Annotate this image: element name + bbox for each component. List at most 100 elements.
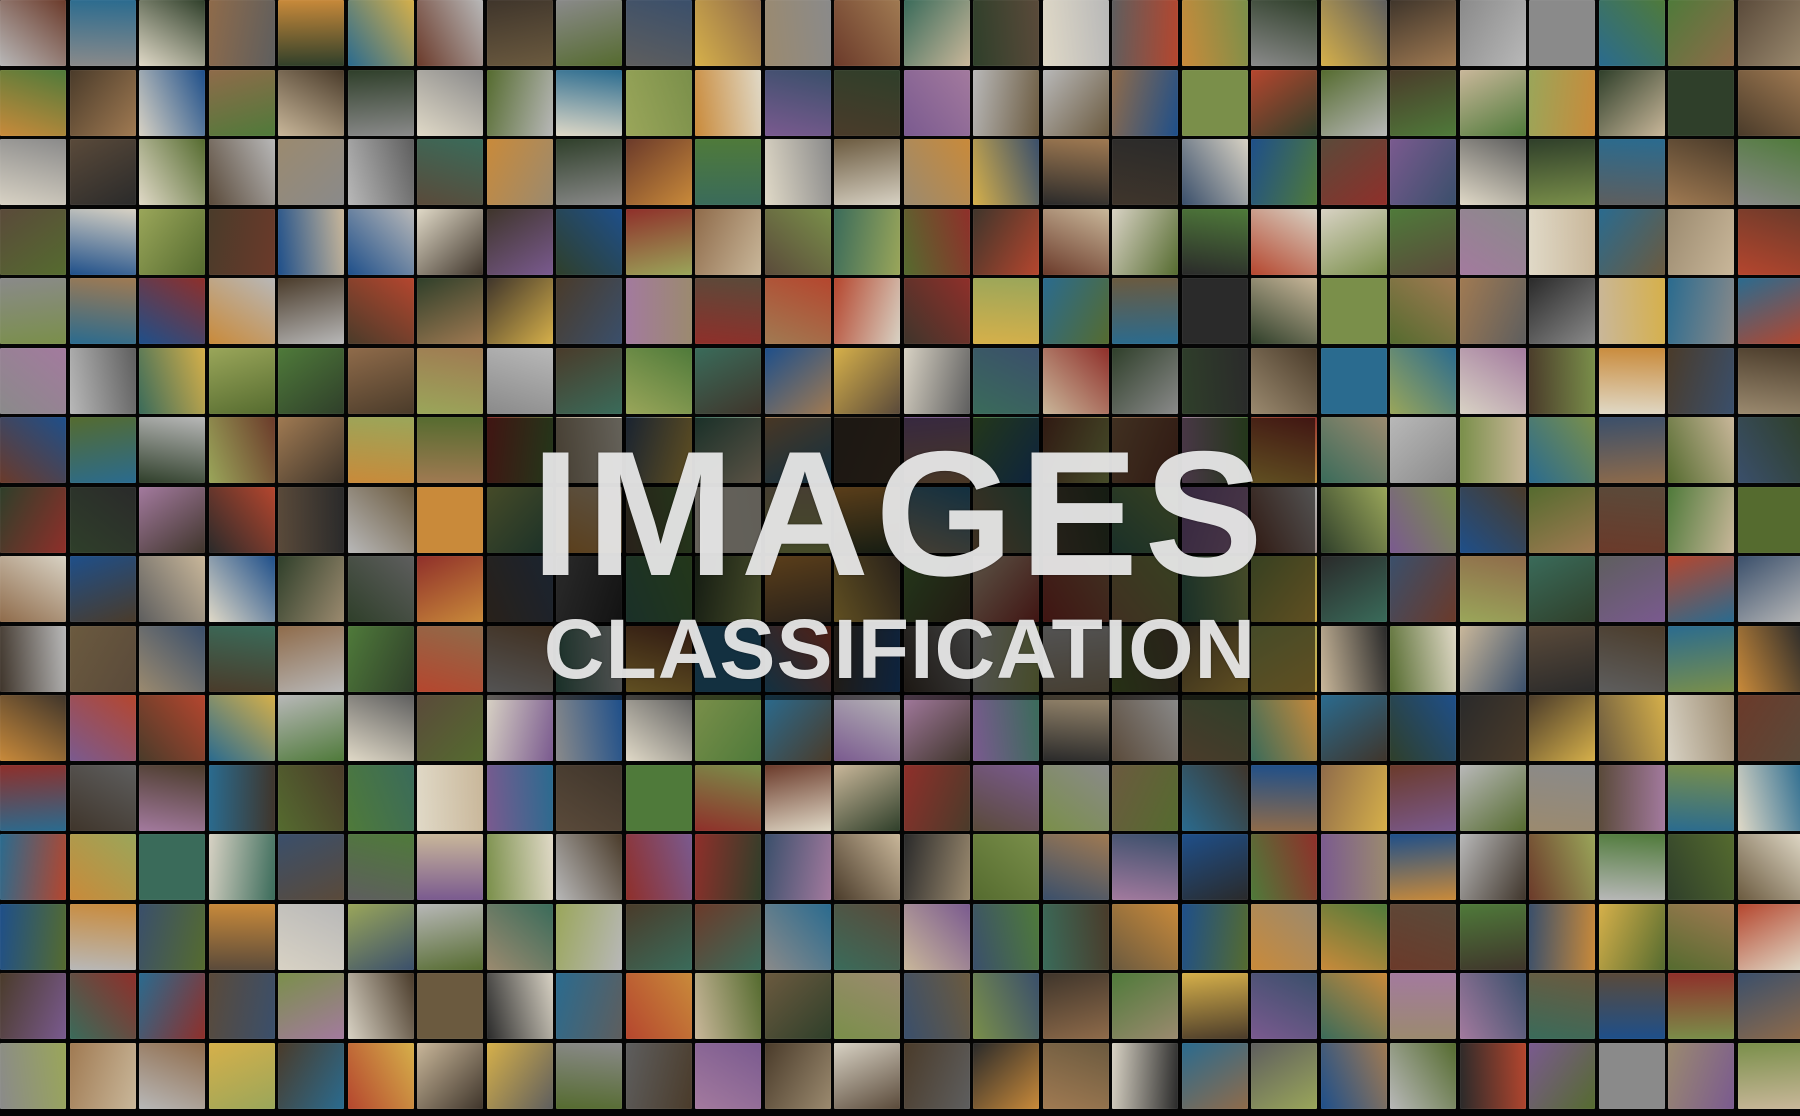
thumbnail-tile [903,278,970,344]
thumbnail-tile [1598,764,1665,831]
thumbnail-tile [1390,208,1456,275]
thumbnail-tile [1112,1042,1178,1109]
thumbnail-tile [695,764,761,831]
thumbnail-tile [1181,0,1248,66]
thumbnail-tile [625,139,692,205]
thumbnail-tile [1737,695,1800,761]
thumbnail-tile [69,347,136,414]
thumbnail-tile [556,903,622,970]
thumbnail-tile [1042,208,1109,275]
thumbnail-tile [208,347,275,414]
thumbnail-tile [903,764,970,831]
thumbnail-tile [903,1042,970,1109]
thumbnail-tile [1598,903,1665,970]
thumbnail-tile [417,139,483,205]
thumbnail-tile [1181,69,1248,136]
thumbnail-tile [1598,695,1665,761]
thumbnail-tile [1529,625,1595,692]
thumbnail-tile [139,486,205,553]
thumbnail-tile [139,556,205,622]
thumbnail-tile [903,834,970,900]
thumbnail-tile [417,347,483,414]
thumbnail-tile [834,139,900,205]
thumbnail-tile [1459,69,1526,136]
thumbnail-tile [1390,973,1456,1039]
thumbnail-tile [69,625,136,692]
thumbnail-tile [0,764,66,831]
thumbnail-tile [695,695,761,761]
thumbnail-tile [1529,973,1595,1039]
thumbnail-tile [278,1042,344,1109]
thumbnail-tile [208,0,275,66]
thumbnail-tile [1320,347,1387,414]
thumbnail-tile [1390,625,1456,692]
thumbnail-tile [1668,1042,1734,1109]
thumbnail-tile [208,278,275,344]
thumbnail-tile [1251,903,1317,970]
thumbnail-tile [1459,695,1526,761]
thumbnail-tile [278,556,344,622]
thumbnail-tile [1668,139,1734,205]
thumbnail-tile [417,0,483,66]
thumbnail-tile [486,973,553,1039]
thumbnail-tile [1598,278,1665,344]
thumbnail-tile [1529,208,1595,275]
thumbnail-tile [1459,625,1526,692]
thumbnail-tile [1320,208,1387,275]
thumbnail-tile [69,973,136,1039]
thumbnail-tile [347,1042,414,1109]
thumbnail-tile [208,486,275,553]
thumbnail-tile [278,834,344,900]
thumbnail-tile [486,208,553,275]
thumbnail-tile [347,625,414,692]
thumbnail-tile [1181,834,1248,900]
thumbnail-tile [347,764,414,831]
thumbnail-tile [417,695,483,761]
thumbnail-tile [695,0,761,66]
thumbnail-tile [278,69,344,136]
thumbnail-tile [764,139,831,205]
thumbnail-tile [0,834,66,900]
thumbnail-tile [973,278,1039,344]
thumbnail-tile [903,0,970,66]
thumbnail-tile [208,695,275,761]
thumbnail-tile [278,208,344,275]
thumbnail-tile [1737,139,1800,205]
thumbnail-tile [0,556,66,622]
thumbnail-tile [1320,973,1387,1039]
thumbnail-tile [1459,139,1526,205]
thumbnail-tile [0,625,66,692]
thumbnail-tile [695,903,761,970]
thumbnail-tile [625,903,692,970]
thumbnail-tile [486,695,553,761]
thumbnail-tile [486,69,553,136]
thumbnail-tile [1042,764,1109,831]
thumbnail-tile [1529,486,1595,553]
thumbnail-tile [1529,278,1595,344]
thumbnail-tile [1668,625,1734,692]
thumbnail-tile [0,278,66,344]
thumbnail-tile [347,347,414,414]
thumbnail-tile [903,695,970,761]
thumbnail-tile [764,347,831,414]
thumbnail-tile [208,973,275,1039]
thumbnail-tile [1251,347,1317,414]
thumbnail-tile [0,1042,66,1109]
thumbnail-tile [1181,347,1248,414]
thumbnail-tile [1112,139,1178,205]
thumbnail-tile [764,278,831,344]
thumbnail-tile [1181,1042,1248,1109]
thumbnail-tile [1529,556,1595,622]
thumbnail-tile [1112,973,1178,1039]
thumbnail-tile [834,973,900,1039]
thumbnail-tile [556,834,622,900]
thumbnail-tile [0,0,66,66]
thumbnail-tile [1181,278,1248,344]
thumbnail-tile [1251,208,1317,275]
thumbnail-tile [0,903,66,970]
thumbnail-tile [0,139,66,205]
thumbnail-tile [1042,278,1109,344]
thumbnail-tile [764,903,831,970]
thumbnail-tile [417,625,483,692]
